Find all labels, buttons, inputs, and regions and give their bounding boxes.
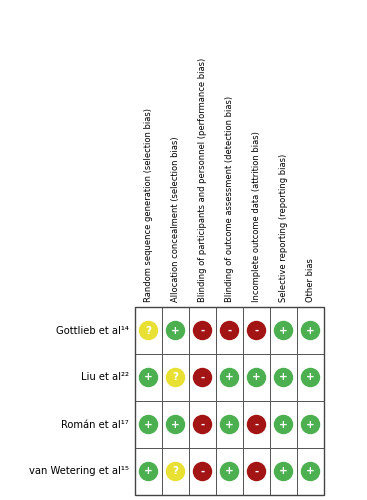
Circle shape xyxy=(139,462,158,481)
Circle shape xyxy=(166,462,185,481)
Circle shape xyxy=(274,368,293,387)
Text: Román et al¹⁷: Román et al¹⁷ xyxy=(61,420,129,430)
Text: van Wetering et al¹⁵: van Wetering et al¹⁵ xyxy=(29,466,129,476)
Bar xyxy=(243,401,270,448)
Text: Allocation concealment (selection bias): Allocation concealment (selection bias) xyxy=(171,136,180,302)
Circle shape xyxy=(301,462,320,481)
Circle shape xyxy=(166,368,185,387)
Bar xyxy=(135,307,324,495)
Text: ?: ? xyxy=(145,326,152,336)
Text: Blinding of participants and personnel (performance bias): Blinding of participants and personnel (… xyxy=(198,58,207,302)
Text: +: + xyxy=(279,326,288,336)
Text: +: + xyxy=(225,420,234,430)
Bar xyxy=(162,401,189,448)
Circle shape xyxy=(220,415,239,434)
Text: -: - xyxy=(228,326,232,336)
Text: -: - xyxy=(200,466,205,476)
Bar xyxy=(189,354,216,401)
Text: +: + xyxy=(306,326,315,336)
Bar xyxy=(297,307,324,354)
Circle shape xyxy=(247,368,266,387)
Bar xyxy=(297,448,324,495)
Bar xyxy=(270,401,297,448)
Circle shape xyxy=(166,415,185,434)
Text: Other bias: Other bias xyxy=(306,258,315,302)
Text: Gottlieb et al¹⁴: Gottlieb et al¹⁴ xyxy=(56,326,129,336)
Bar xyxy=(216,307,243,354)
Bar xyxy=(135,307,162,354)
Circle shape xyxy=(139,415,158,434)
Bar xyxy=(243,307,270,354)
Circle shape xyxy=(301,321,320,340)
Bar xyxy=(270,354,297,401)
Text: +: + xyxy=(252,372,261,382)
Bar xyxy=(162,448,189,495)
Circle shape xyxy=(301,415,320,434)
Circle shape xyxy=(220,368,239,387)
Bar xyxy=(189,401,216,448)
Text: ?: ? xyxy=(172,466,178,476)
Circle shape xyxy=(274,321,293,340)
Text: +: + xyxy=(225,372,234,382)
Text: +: + xyxy=(144,420,153,430)
Bar xyxy=(216,354,243,401)
Text: Selective reporting (reporting bias): Selective reporting (reporting bias) xyxy=(279,154,288,302)
Text: -: - xyxy=(200,372,205,382)
Text: -: - xyxy=(200,326,205,336)
Circle shape xyxy=(166,321,185,340)
Text: +: + xyxy=(306,420,315,430)
Circle shape xyxy=(220,321,239,340)
Bar xyxy=(297,401,324,448)
Text: -: - xyxy=(200,420,205,430)
Circle shape xyxy=(193,415,212,434)
Text: +: + xyxy=(279,466,288,476)
Bar xyxy=(189,448,216,495)
Text: +: + xyxy=(171,420,180,430)
Text: ?: ? xyxy=(172,372,178,382)
Circle shape xyxy=(247,415,266,434)
Bar xyxy=(270,448,297,495)
Bar xyxy=(162,354,189,401)
Circle shape xyxy=(193,321,212,340)
Bar xyxy=(243,354,270,401)
Bar xyxy=(135,354,162,401)
Text: +: + xyxy=(306,466,315,476)
Text: Random sequence generation (selection bias): Random sequence generation (selection bi… xyxy=(144,108,153,302)
Text: +: + xyxy=(306,372,315,382)
Bar xyxy=(135,401,162,448)
Bar xyxy=(216,448,243,495)
Bar xyxy=(216,401,243,448)
Text: +: + xyxy=(171,326,180,336)
Circle shape xyxy=(220,462,239,481)
Text: -: - xyxy=(254,326,259,336)
Circle shape xyxy=(301,368,320,387)
Circle shape xyxy=(247,462,266,481)
Circle shape xyxy=(139,321,158,340)
Bar xyxy=(243,448,270,495)
Text: Incomplete outcome data (attrition bias): Incomplete outcome data (attrition bias) xyxy=(252,131,261,302)
Bar xyxy=(162,307,189,354)
Bar xyxy=(189,307,216,354)
Circle shape xyxy=(274,462,293,481)
Circle shape xyxy=(247,321,266,340)
Bar xyxy=(270,307,297,354)
Text: +: + xyxy=(279,420,288,430)
Bar xyxy=(297,354,324,401)
Text: +: + xyxy=(144,466,153,476)
Bar xyxy=(135,448,162,495)
Text: +: + xyxy=(225,466,234,476)
Circle shape xyxy=(139,368,158,387)
Text: -: - xyxy=(254,466,259,476)
Circle shape xyxy=(274,415,293,434)
Circle shape xyxy=(193,368,212,387)
Text: -: - xyxy=(254,420,259,430)
Circle shape xyxy=(193,462,212,481)
Text: +: + xyxy=(279,372,288,382)
Text: Blinding of outcome assessment (detection bias): Blinding of outcome assessment (detectio… xyxy=(225,96,234,302)
Text: Liu et al²²: Liu et al²² xyxy=(81,372,129,382)
Text: +: + xyxy=(144,372,153,382)
